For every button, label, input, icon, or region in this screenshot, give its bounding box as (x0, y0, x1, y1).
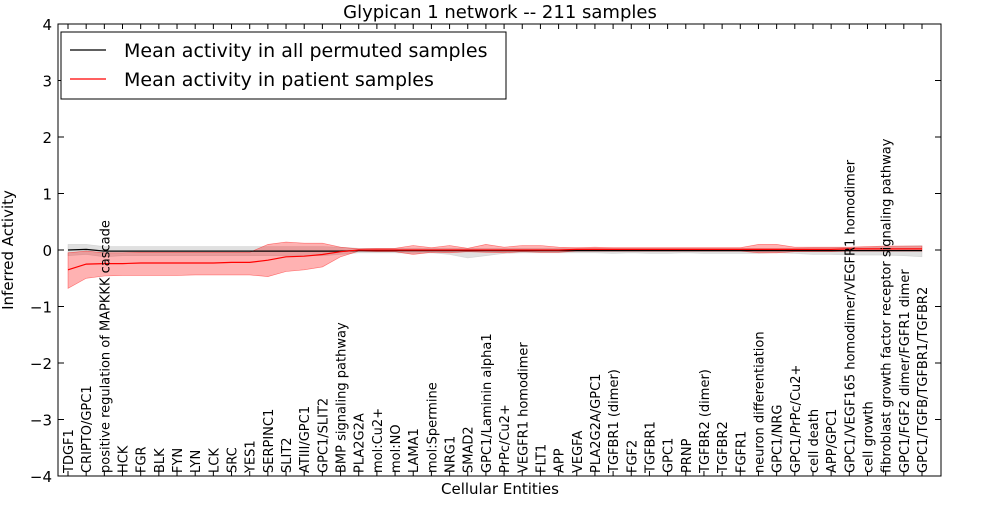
x-tick-label: cell death (807, 409, 822, 473)
x-tick-label: FLT1 (534, 444, 549, 473)
y-tick-label: 2 (42, 129, 52, 147)
x-tick-label: FYN (171, 448, 186, 473)
x-tick-label: GPC1/SLIT2 (316, 398, 331, 473)
y-tick-label: −4 (30, 468, 52, 486)
x-tick-label: FGF2 (625, 440, 640, 473)
x-tick-label: GPC1/Laminin alpha1 (480, 333, 495, 473)
y-tick-label: 3 (42, 73, 52, 91)
x-tick-label: TGFBR1 (643, 421, 658, 474)
x-tick-label: SLIT2 (280, 437, 295, 473)
legend-label-patient: Mean activity in patient samples (124, 69, 434, 91)
x-tick-label: SRC (226, 447, 241, 473)
legend-box (60, 31, 507, 100)
x-tick-label: LCK (207, 448, 222, 473)
x-tick-label: GPC1/TGFB/TGFBR1/TGFBR2 (916, 287, 931, 473)
x-tick-label: TGFBR1 (dimer) (607, 369, 622, 474)
y-tick-label: 1 (42, 186, 52, 204)
x-tick-label: FGR (135, 446, 150, 473)
x-axis-label: Cellular Entities (441, 480, 559, 498)
legend-label-permuted: Mean activity in all permuted samples (124, 40, 487, 62)
x-axis-ticks: TDGF1 CRIPTO/GPC1 positive regulation of M… (62, 24, 931, 476)
x-tick-label: BLK (153, 448, 168, 473)
x-tick-label: fibroblast growth factor receptor signal… (880, 138, 895, 473)
x-tick-label: GPC1/VEGF165 homodimer/VEGFR1 homodimer (843, 159, 858, 473)
y-tick-label: −1 (30, 299, 52, 317)
y-tick-label: 4 (42, 16, 52, 34)
x-tick-label: TDGF1 (62, 429, 77, 474)
x-tick-label: LAMA1 (407, 428, 422, 473)
x-tick-label: TGFBR2 (dimer) (698, 369, 713, 474)
x-tick-label: PLA2G2A (353, 413, 368, 473)
x-tick-label: YES1 (244, 440, 259, 474)
x-tick-label: ATIII/GPC1 (298, 406, 313, 473)
x-tick-label: NRG1 (444, 436, 459, 473)
y-tick-label: −2 (30, 355, 52, 373)
x-tick-label: PLA2G2A/GPC1 (589, 374, 604, 473)
x-tick-label: SERPINC1 (262, 409, 277, 473)
y-axis-ticks: −4 −3 −2 −1 0 1 2 3 4 (30, 16, 941, 486)
y-tick-label: −3 (30, 412, 52, 430)
x-tick-label: cell growth (862, 401, 877, 473)
x-tick-label: PrPc/Cu2+ (498, 404, 513, 473)
x-tick-label: GPC1/PrPc/Cu2+ (789, 365, 804, 473)
x-tick-label: mol:NO (389, 424, 404, 473)
x-tick-label: GPC1/NRG (771, 405, 786, 473)
legend: Mean activity in all permuted samples Me… (60, 31, 507, 100)
x-tick-label: CRIPTO/GPC1 (80, 385, 95, 473)
x-tick-label: HCK (117, 445, 132, 473)
x-tick-label: FGFR1 (734, 431, 749, 473)
x-tick-label: neuron differentiation (753, 331, 768, 473)
x-tick-label: LYN (189, 450, 204, 473)
x-tick-label: SMAD2 (462, 426, 477, 473)
chart-title: Glypican 1 network -- 211 samples (343, 2, 657, 23)
x-tick-label: mol:Spermine (425, 382, 440, 473)
x-tick-label: VEGFR1 homodimer (516, 342, 531, 473)
y-tick-label: 0 (42, 242, 52, 260)
series-lines (67, 248, 922, 271)
y-axis-label: Inferred Activity (0, 190, 17, 310)
x-tick-label: PRNP (680, 438, 695, 473)
x-tick-label: BMP signaling pathway (335, 322, 350, 473)
x-tick-label: TGFBR2 (716, 421, 731, 474)
x-tick-label: GPC1 (662, 438, 677, 473)
series-line-1 (67, 248, 922, 271)
x-tick-label: VEGFA (571, 431, 586, 473)
x-tick-label: mol:Cu2+ (371, 408, 386, 473)
x-tick-label: GPC1/FGF2 dimer/FGFR1 dimer (898, 269, 913, 473)
x-tick-label: APP/GPC1 (825, 409, 840, 473)
x-tick-label: APP (553, 448, 568, 473)
x-tick-label: positive regulation of MAPKKK cascade (98, 220, 113, 473)
